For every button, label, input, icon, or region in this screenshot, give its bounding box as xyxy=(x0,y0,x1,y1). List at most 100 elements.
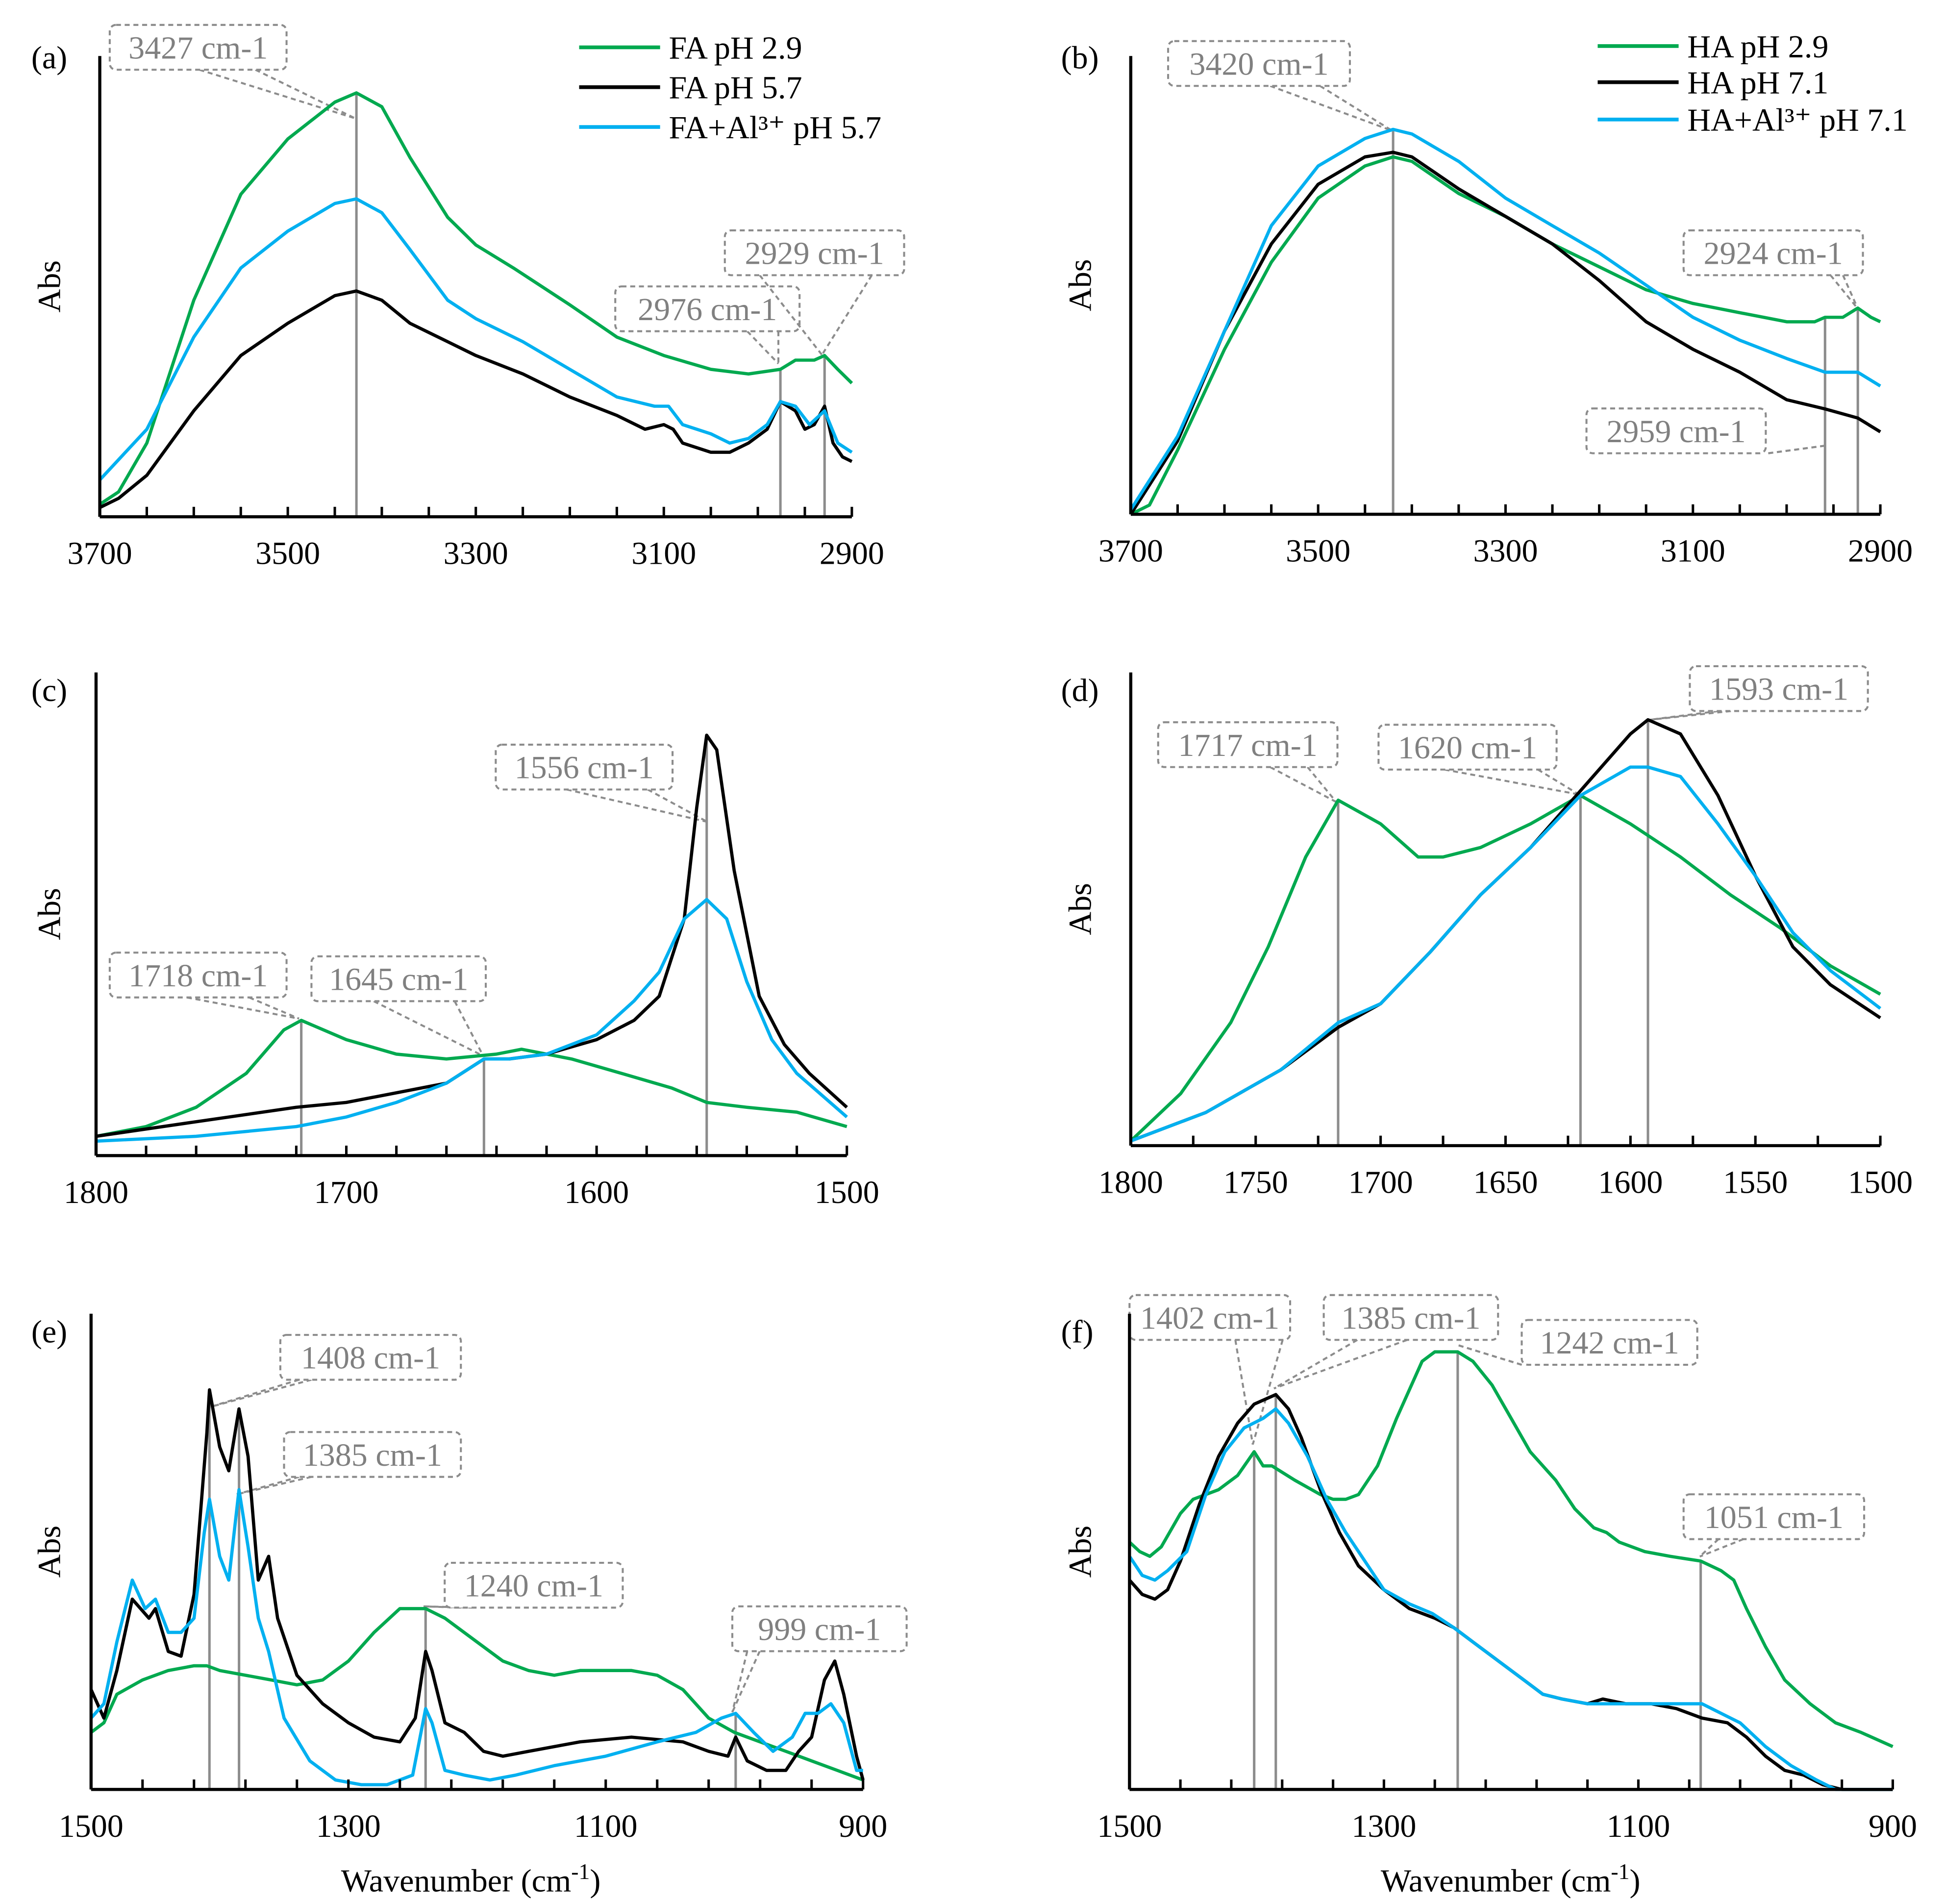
leader-line xyxy=(1842,275,1859,309)
annotation-box xyxy=(1322,1294,1499,1341)
annotation-label: 1385 cm-1 xyxy=(1341,1300,1480,1336)
legend-label: HA pH 2.9 xyxy=(1687,29,1828,65)
leader-line xyxy=(747,330,779,365)
panel-letter: (a) xyxy=(31,40,67,76)
leader-line xyxy=(647,788,708,823)
y-axis-label: Abs xyxy=(1063,883,1098,935)
panel-b: 3420 cm-1 2924 cm-1 2959 cm-1 3700 3500 3300 3… xyxy=(1061,29,1913,569)
series-line-2 xyxy=(1128,1407,1893,1791)
leader-line xyxy=(236,1476,312,1496)
annotations: 3427 cm-1 2976 cm-1 2929 cm-1 xyxy=(108,24,905,517)
x-tick-label: 3700 xyxy=(68,536,132,572)
series-line-0 xyxy=(1128,1350,1894,1748)
leader-line xyxy=(236,1476,299,1496)
annotation-label: 2959 cm-1 xyxy=(1606,414,1745,450)
leader-line xyxy=(1456,1344,1522,1366)
annotation-box xyxy=(495,744,674,791)
leader-line xyxy=(1251,1339,1284,1445)
annotation-label: 2929 cm-1 xyxy=(745,236,884,272)
annotation-label: 1620 cm-1 xyxy=(1398,730,1537,766)
annotation-label: 2924 cm-1 xyxy=(1704,236,1843,272)
panel-letter: (e) xyxy=(31,1314,67,1350)
y-axis-label: Abs xyxy=(31,888,67,940)
leader-line xyxy=(1270,85,1393,132)
x-tick-label: 3500 xyxy=(1286,533,1350,569)
leader-line xyxy=(1273,1339,1358,1390)
annotations: 3420 cm-1 2924 cm-1 2959 cm-1 xyxy=(1167,40,1864,515)
annotations: 1717 cm-1 1620 cm-1 1593 cm-1 xyxy=(1157,665,1869,1146)
annotation-label: 1408 cm-1 xyxy=(301,1340,440,1376)
panel-letter: (d) xyxy=(1061,673,1099,708)
series-line-0 xyxy=(1129,794,1881,1142)
x-tick-label: 1500 xyxy=(59,1808,124,1844)
annotation-box xyxy=(1128,1294,1292,1341)
x-tick-label: 1700 xyxy=(314,1175,379,1210)
annotation-box xyxy=(1520,1319,1698,1366)
series-line-1 xyxy=(96,733,848,1138)
annotation-box xyxy=(1167,40,1351,87)
x-tick-label: 1600 xyxy=(1598,1165,1663,1201)
leader-line xyxy=(821,275,873,356)
x-tick-label: 3100 xyxy=(1661,533,1725,569)
series-line-2 xyxy=(1129,127,1881,511)
annotation-box xyxy=(108,952,288,999)
leader-line xyxy=(1699,1538,1744,1558)
x-tick-label: 1600 xyxy=(564,1175,629,1210)
x-tick-label: 1750 xyxy=(1223,1165,1288,1201)
leader-line xyxy=(1649,710,1719,721)
x-tick-label: 900 xyxy=(1869,1808,1917,1844)
leader-line xyxy=(209,1378,299,1408)
x-axis-label: Wavenumber (cm-1) xyxy=(341,1859,601,1899)
series-line-1 xyxy=(1129,150,1881,515)
panel-f: 1402 cm-1 1385 cm-1 1242 cm-1 1051 cm-1 1500… xyxy=(1061,1294,1917,1899)
leader-line xyxy=(249,996,299,1020)
annotation-label: 3420 cm-1 xyxy=(1189,46,1328,82)
y-axis-label: Abs xyxy=(31,260,67,312)
leader-line xyxy=(1307,766,1337,803)
legend-label: HA pH 7.1 xyxy=(1687,65,1828,101)
annotation-label: 2976 cm-1 xyxy=(638,292,777,327)
x-tick-label: 1650 xyxy=(1473,1165,1538,1201)
x-tick-label: 1800 xyxy=(64,1175,128,1210)
x-tick-label: 3500 xyxy=(255,536,320,572)
leader-line xyxy=(731,1651,748,1713)
x-tick-label: 3700 xyxy=(1098,533,1163,569)
y-axis-label: Abs xyxy=(1063,259,1098,311)
legend-label: FA+Al³⁺ pH 5.7 xyxy=(669,110,881,146)
annotation-label: 999 cm-1 xyxy=(758,1611,881,1647)
annotation-label: 1240 cm-1 xyxy=(464,1568,603,1604)
legend: HA pH 2.9HA pH 7.1HA+Al³⁺ pH 7.1 xyxy=(1597,29,1908,138)
annotation-box xyxy=(1157,721,1339,768)
x-tick-label: 1100 xyxy=(574,1808,638,1844)
legend-label: HA+Al³⁺ pH 7.1 xyxy=(1687,102,1908,138)
y-axis-label: Abs xyxy=(1063,1526,1098,1578)
legend-label: FA pH 5.7 xyxy=(669,70,802,106)
leader-line xyxy=(1699,1538,1720,1557)
x-tick-label: 900 xyxy=(839,1808,887,1844)
x-tick-label: 1500 xyxy=(815,1175,879,1210)
x-tick-label: 1700 xyxy=(1348,1165,1413,1201)
leader-line xyxy=(423,1605,461,1609)
leader-line xyxy=(731,1651,761,1713)
panel-e: 1408 cm-1 1385 cm-1 1240 cm-1 999 cm-1 1500 1… xyxy=(31,1313,908,1899)
x-tick-label: 3100 xyxy=(631,536,696,572)
annotation-label: 1718 cm-1 xyxy=(128,958,268,994)
annotation-box xyxy=(444,1561,624,1609)
series-line-2 xyxy=(99,197,853,481)
annotation-label: 1645 cm-1 xyxy=(329,961,468,997)
legend-label: FA pH 2.9 xyxy=(669,30,802,66)
annotations: 1408 cm-1 1385 cm-1 1240 cm-1 999 cm-1 xyxy=(208,1334,908,1790)
series-line-2 xyxy=(96,898,848,1143)
x-axis-label: Wavenumber (cm-1) xyxy=(1381,1859,1641,1899)
annotation-box xyxy=(108,24,288,71)
x-tick-label: 2900 xyxy=(820,536,884,572)
series-line-1 xyxy=(89,1388,865,1780)
legend: FA pH 2.9 FA pH 5.7 FA+Al³⁺ pH 5.7 xyxy=(579,30,881,146)
leader-line xyxy=(1273,1339,1408,1390)
annotation-box xyxy=(1689,665,1869,712)
leader-line xyxy=(1649,710,1731,721)
leader-line xyxy=(1234,1339,1254,1445)
leader-line xyxy=(453,1001,484,1057)
annotation-box xyxy=(614,285,801,332)
